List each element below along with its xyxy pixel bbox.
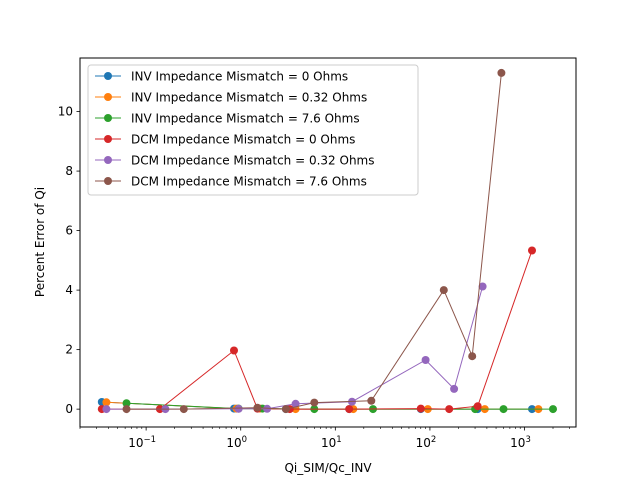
data-point-4-7 bbox=[450, 384, 459, 393]
data-point-3-8 bbox=[473, 402, 482, 411]
data-point-3-5 bbox=[345, 405, 354, 414]
legend-label-4: DCM Impedance Mismatch = 0.32 Ohms bbox=[131, 154, 375, 168]
legend-entry-2: INV Impedance Mismatch = 7.6 Ohms bbox=[95, 112, 360, 126]
data-point-3-9 bbox=[528, 246, 536, 255]
series-4 bbox=[102, 282, 487, 414]
data-point-5-8 bbox=[497, 68, 506, 77]
x-tick-label-3: 102 bbox=[416, 435, 437, 450]
legend-marker-3 bbox=[104, 135, 112, 143]
data-point-4-4 bbox=[291, 399, 300, 408]
legend-marker-4 bbox=[104, 156, 112, 164]
data-point-5-6 bbox=[439, 286, 448, 295]
data-point-2-7 bbox=[549, 405, 557, 414]
x-tick-label-1: 100 bbox=[226, 435, 247, 450]
data-point-3-6 bbox=[416, 404, 425, 413]
x-axis: 10−1 100 101 102 103 bbox=[79, 427, 570, 450]
data-point-4-6 bbox=[421, 356, 430, 364]
legend-entry-0: INV Impedance Mismatch = 0 Ohms bbox=[95, 70, 348, 84]
legend-label-2: INV Impedance Mismatch = 7.6 Ohms bbox=[131, 112, 360, 126]
x-tick-label-4: 103 bbox=[510, 435, 531, 450]
data-point-4-2 bbox=[234, 404, 243, 413]
data-point-3-2 bbox=[230, 346, 238, 355]
y-tick-label-1: 2 bbox=[65, 343, 73, 357]
legend-entry-5: DCM Impedance Mismatch = 7.6 Ohms bbox=[95, 175, 367, 189]
x-tick-label-0: 10−1 bbox=[128, 435, 156, 450]
legend-label-0: INV Impedance Mismatch = 0 Ohms bbox=[131, 70, 348, 84]
series-2 bbox=[122, 399, 557, 414]
data-point-5-1 bbox=[179, 405, 188, 414]
series-layer bbox=[97, 68, 557, 414]
y-tick-label-5: 10 bbox=[58, 105, 73, 119]
x-tick-label-2: 101 bbox=[321, 435, 342, 450]
legend-marker-2 bbox=[104, 114, 112, 122]
data-point-4-0 bbox=[102, 405, 111, 414]
legend-marker-1 bbox=[104, 93, 112, 101]
plot-frame bbox=[79, 57, 577, 428]
data-point-5-7 bbox=[468, 352, 477, 361]
data-point-1-0 bbox=[102, 398, 111, 407]
legend-box bbox=[87, 64, 419, 196]
legend-marker-0 bbox=[104, 72, 112, 80]
legend-entry-1: INV Impedance Mismatch = 0.32 Ohms bbox=[95, 91, 367, 105]
y-tick-label-4: 8 bbox=[65, 164, 73, 178]
series-line-2 bbox=[126, 402, 553, 410]
series-5 bbox=[122, 68, 506, 414]
legend-marker-5 bbox=[104, 177, 112, 185]
data-point-5-2 bbox=[253, 403, 262, 412]
data-point-5-5 bbox=[367, 396, 376, 405]
series-line-4 bbox=[106, 286, 484, 410]
data-point-2-0 bbox=[122, 399, 131, 408]
data-point-5-4 bbox=[310, 398, 319, 407]
data-point-4-8 bbox=[478, 282, 487, 291]
legend-label-1: INV Impedance Mismatch = 0.32 Ohms bbox=[131, 91, 367, 105]
y-tick-label-3: 6 bbox=[65, 224, 73, 238]
data-point-3-7 bbox=[445, 405, 454, 414]
legend-label-3: DCM Impedance Mismatch = 0 Ohms bbox=[131, 133, 355, 147]
data-point-2-6 bbox=[499, 405, 508, 414]
series-line-3 bbox=[101, 250, 533, 410]
legend-entry-3: DCM Impedance Mismatch = 0 Ohms bbox=[95, 133, 355, 147]
x-axis-label: Qi_SIM/Qc_INV bbox=[284, 461, 372, 475]
y-tick-label-2: 4 bbox=[65, 283, 73, 297]
data-point-4-3 bbox=[263, 404, 272, 413]
legend-entry-4: DCM Impedance Mismatch = 0.32 Ohms bbox=[95, 154, 375, 168]
legend-label-5: DCM Impedance Mismatch = 7.6 Ohms bbox=[131, 175, 367, 189]
y-axis: 0 2 4 6 8 10 bbox=[58, 105, 80, 416]
y-axis-label: Percent Error of Qi bbox=[33, 187, 47, 297]
legend: INV Impedance Mismatch = 0 Ohms INV Imped… bbox=[87, 64, 419, 196]
y-tick-label-0: 0 bbox=[65, 402, 73, 416]
data-point-5-0 bbox=[122, 405, 131, 414]
data-point-5-3 bbox=[281, 405, 290, 414]
